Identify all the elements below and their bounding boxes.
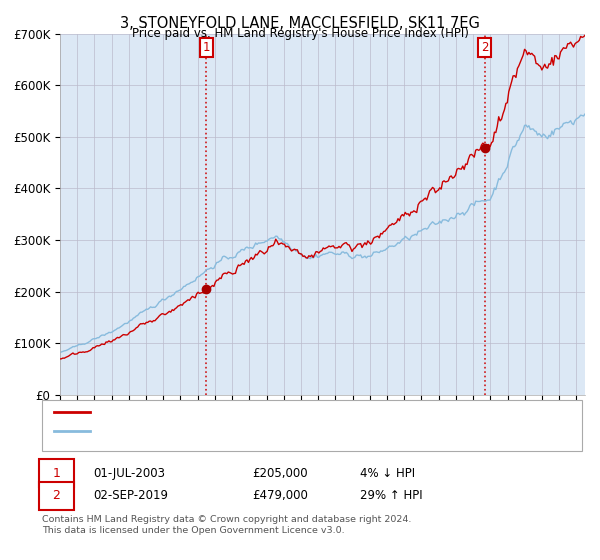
Text: 1: 1 (52, 466, 61, 480)
Text: 1: 1 (203, 41, 210, 54)
Text: Price paid vs. HM Land Registry's House Price Index (HPI): Price paid vs. HM Land Registry's House … (131, 27, 469, 40)
Text: Contains HM Land Registry data © Crown copyright and database right 2024.: Contains HM Land Registry data © Crown c… (42, 515, 412, 524)
Text: 01-JUL-2003: 01-JUL-2003 (93, 466, 165, 480)
Text: 3, STONEYFOLD LANE, MACCLESFIELD, SK11 7EG (detached house): 3, STONEYFOLD LANE, MACCLESFIELD, SK11 7… (99, 407, 469, 417)
Text: 3, STONEYFOLD LANE, MACCLESFIELD, SK11 7EG: 3, STONEYFOLD LANE, MACCLESFIELD, SK11 7… (120, 16, 480, 31)
Text: 2: 2 (52, 489, 61, 502)
Text: HPI: Average price, detached house, Cheshire East: HPI: Average price, detached house, Ches… (99, 426, 376, 436)
Text: This data is licensed under the Open Government Licence v3.0.: This data is licensed under the Open Gov… (42, 526, 344, 535)
Text: 29% ↑ HPI: 29% ↑ HPI (360, 489, 422, 502)
Text: 02-SEP-2019: 02-SEP-2019 (93, 489, 168, 502)
Text: £479,000: £479,000 (252, 489, 308, 502)
Text: 2: 2 (481, 41, 488, 54)
Text: 4% ↓ HPI: 4% ↓ HPI (360, 466, 415, 480)
Text: £205,000: £205,000 (252, 466, 308, 480)
